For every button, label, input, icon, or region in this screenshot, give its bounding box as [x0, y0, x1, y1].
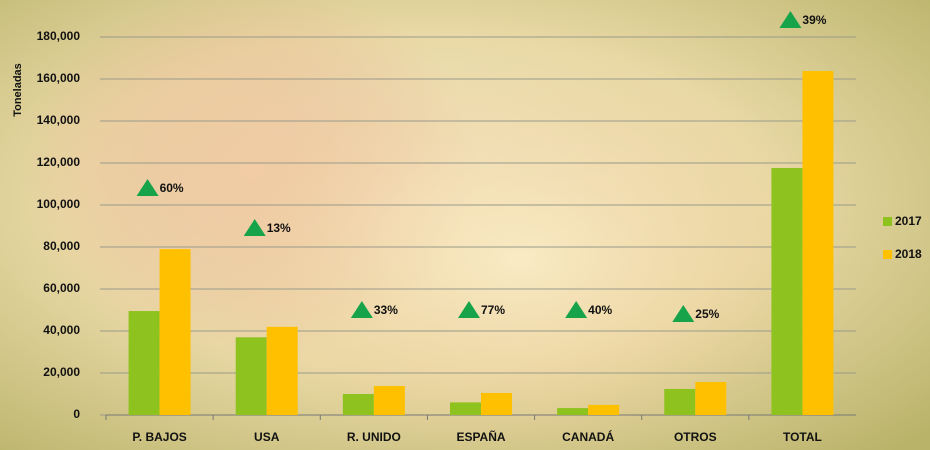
bar [267, 327, 298, 415]
bar [802, 71, 833, 415]
bar [771, 168, 802, 415]
bar [236, 337, 267, 415]
y-tick-label: 80,000 [43, 239, 80, 253]
growth-label: 25% [695, 307, 719, 321]
bar [695, 382, 726, 415]
legend-label: 2017 [895, 214, 922, 228]
bar [374, 386, 405, 415]
y-tick-label: 160,000 [37, 71, 81, 85]
x-tick-label: USA [254, 430, 280, 444]
y-tick-label: 40,000 [43, 323, 80, 337]
growth-label: 77% [481, 303, 505, 317]
x-tick-label: OTROS [674, 430, 717, 444]
chart: Toneladas 0 20,000 40,000 60,000 80,000 100,0… [0, 0, 930, 450]
legend-swatch [883, 217, 892, 226]
bar [481, 393, 512, 415]
y-tick-label: 140,000 [37, 113, 81, 127]
growth-label: 33% [374, 303, 398, 317]
y-tick-label: 120,000 [37, 155, 81, 169]
growth-label: 13% [267, 221, 291, 235]
y-tick-label: 100,000 [37, 197, 81, 211]
bar [160, 249, 191, 415]
bar [343, 394, 374, 415]
growth-label: 39% [802, 13, 826, 27]
bar [588, 405, 619, 415]
bar [450, 402, 481, 415]
legend-swatch [883, 250, 892, 259]
y-tick-label: 20,000 [43, 365, 80, 379]
growth-label: 40% [588, 303, 612, 317]
y-tick-label: 180,000 [37, 29, 81, 43]
bar [129, 311, 160, 415]
x-tick-label: TOTAL [783, 430, 822, 444]
legend-label: 2018 [895, 247, 922, 261]
growth-label: 60% [160, 181, 184, 195]
x-tick-label: CANADÁ [562, 429, 614, 444]
bar [557, 408, 588, 415]
y-tick-label: 60,000 [43, 281, 80, 295]
x-tick-label: ESPAÑA [456, 429, 505, 444]
x-tick-label: P. BAJOS [132, 430, 186, 444]
bar [664, 389, 695, 415]
y-axis-title: Toneladas [12, 63, 24, 117]
x-tick-label: R. UNIDO [347, 430, 401, 444]
y-tick-label: 0 [73, 407, 80, 421]
